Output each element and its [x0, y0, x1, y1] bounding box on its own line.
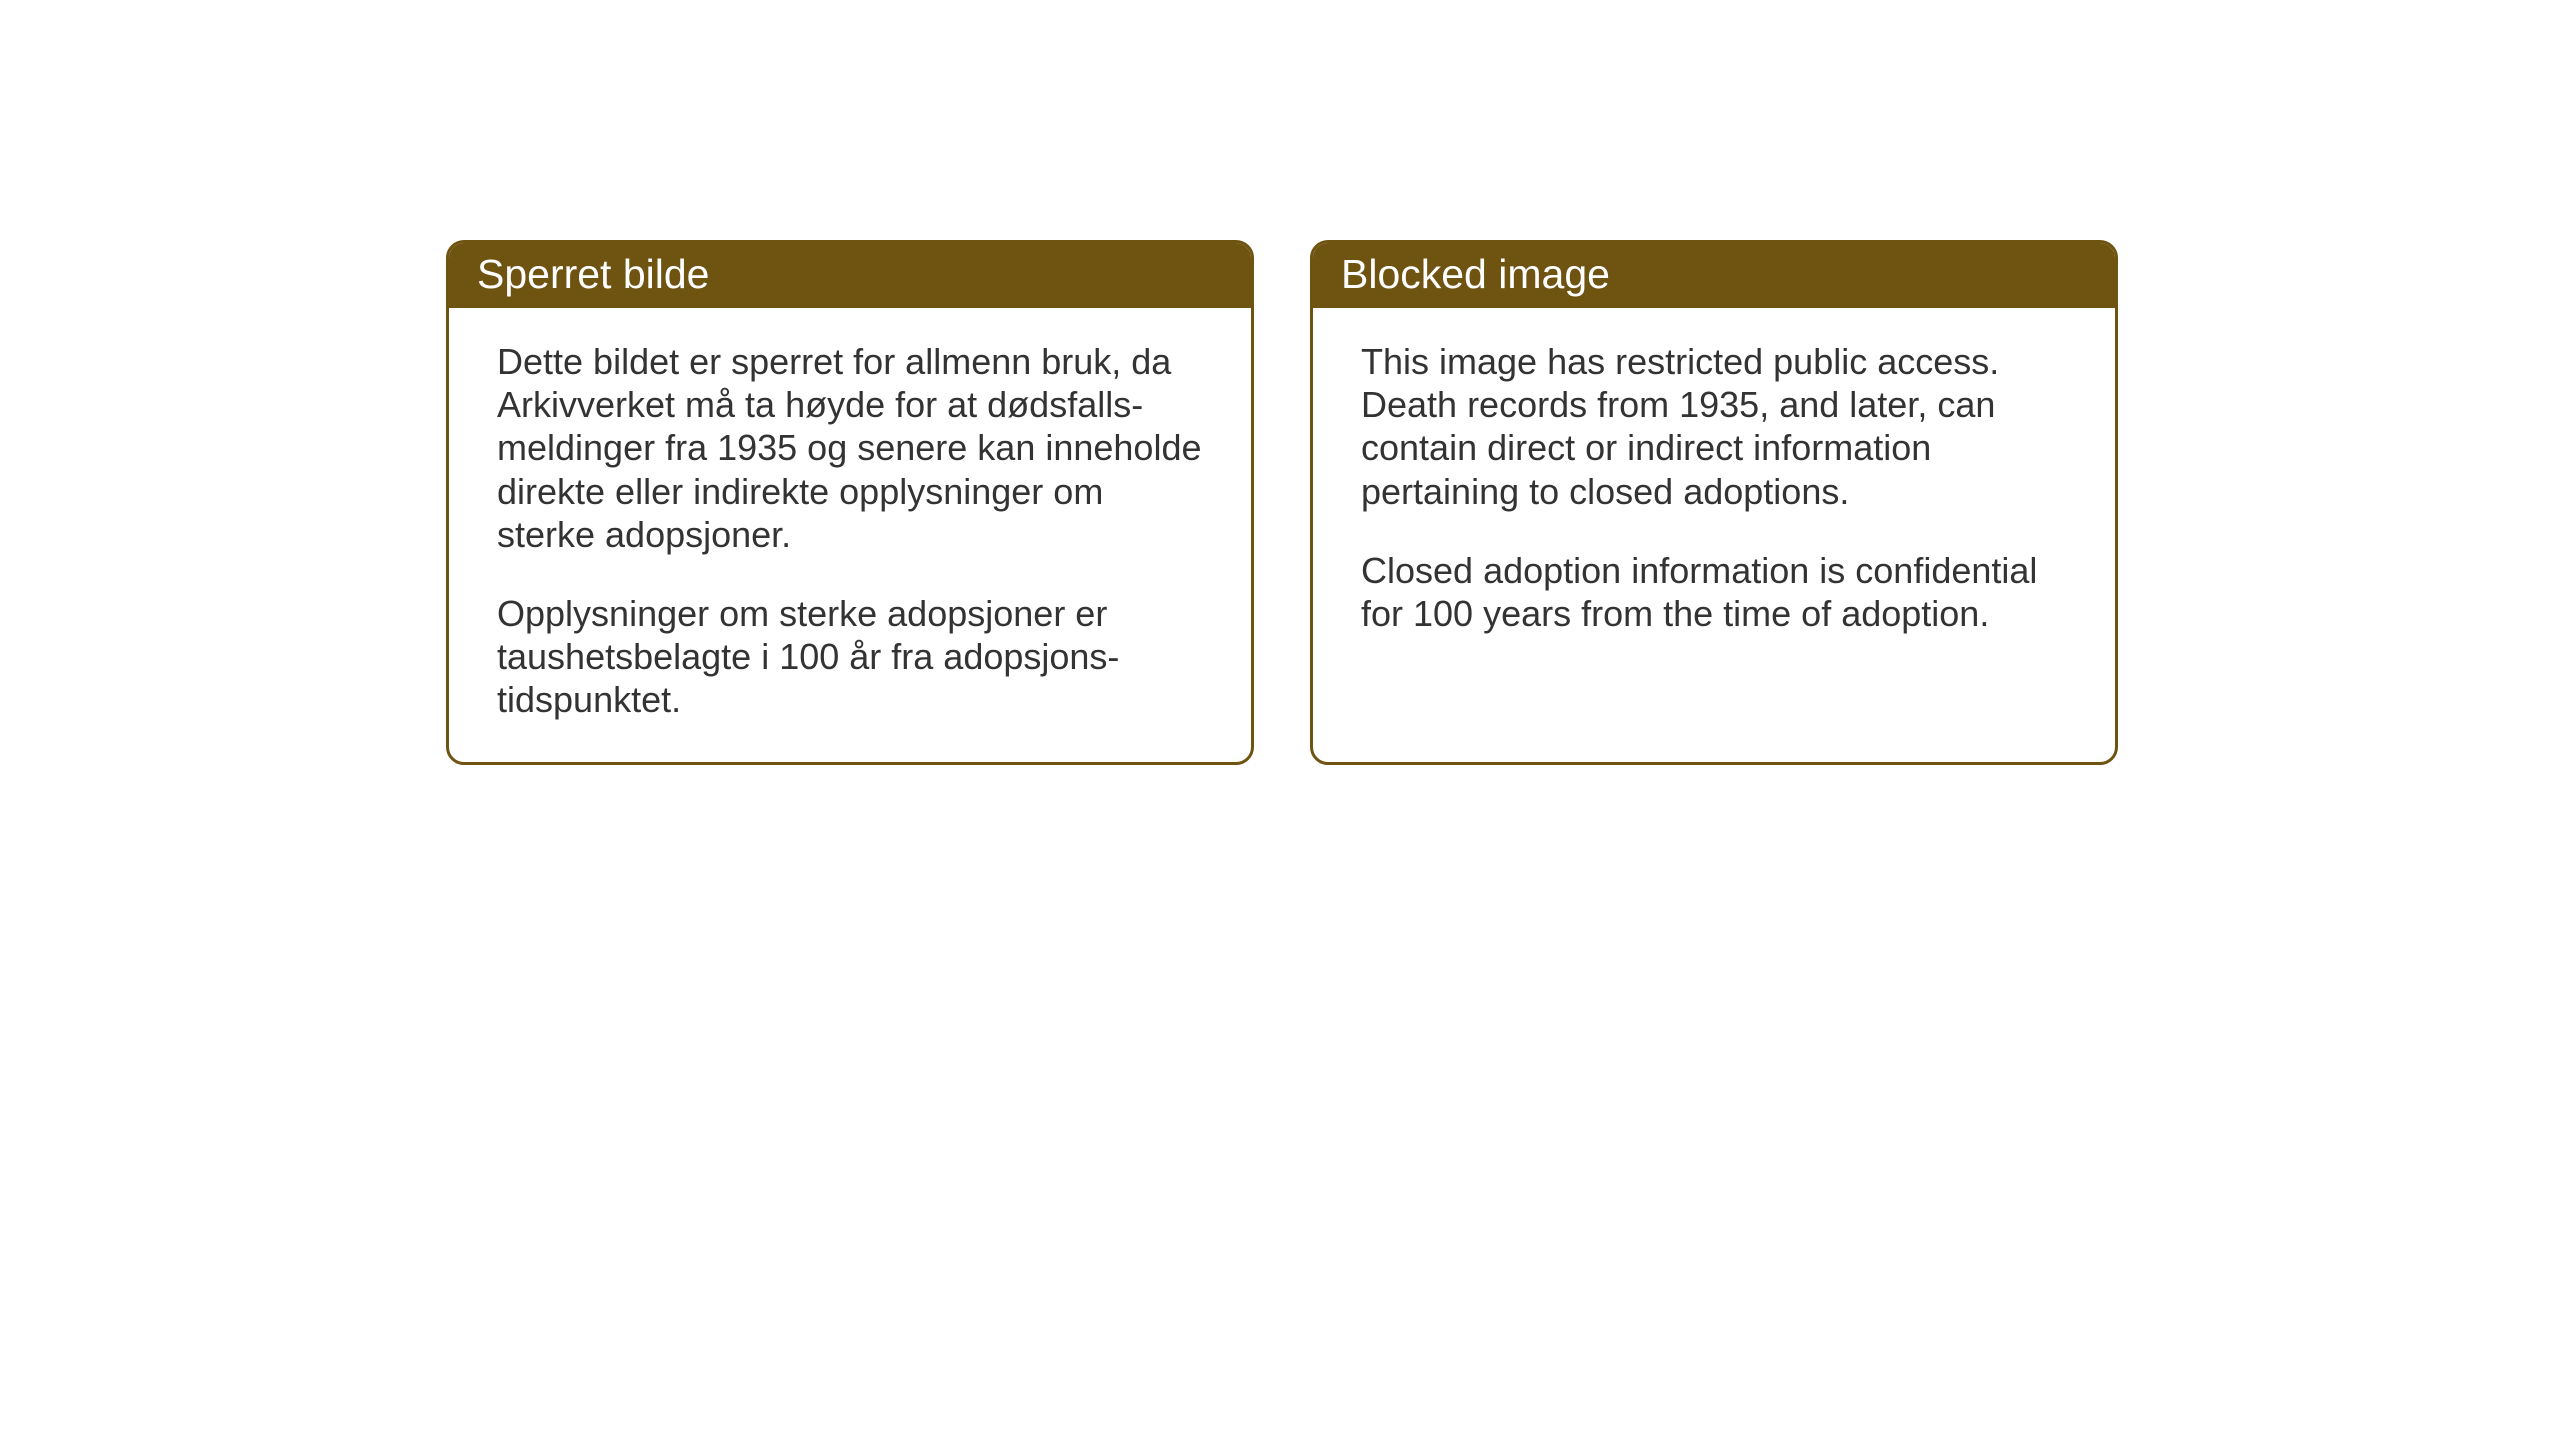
norwegian-paragraph-1: Dette bildet er sperret for allmenn bruk… — [497, 340, 1203, 556]
english-card-title: Blocked image — [1313, 243, 2115, 308]
norwegian-paragraph-2: Opplysninger om sterke adopsjoner er tau… — [497, 592, 1203, 722]
english-card-body: This image has restricted public access.… — [1313, 308, 2115, 728]
notice-container: Sperret bilde Dette bildet er sperret fo… — [446, 240, 2118, 765]
english-paragraph-1: This image has restricted public access.… — [1361, 340, 2067, 513]
english-paragraph-2: Closed adoption information is confident… — [1361, 549, 2067, 635]
english-notice-card: Blocked image This image has restricted … — [1310, 240, 2118, 765]
norwegian-card-title: Sperret bilde — [449, 243, 1251, 308]
norwegian-card-body: Dette bildet er sperret for allmenn bruk… — [449, 308, 1251, 762]
norwegian-notice-card: Sperret bilde Dette bildet er sperret fo… — [446, 240, 1254, 765]
